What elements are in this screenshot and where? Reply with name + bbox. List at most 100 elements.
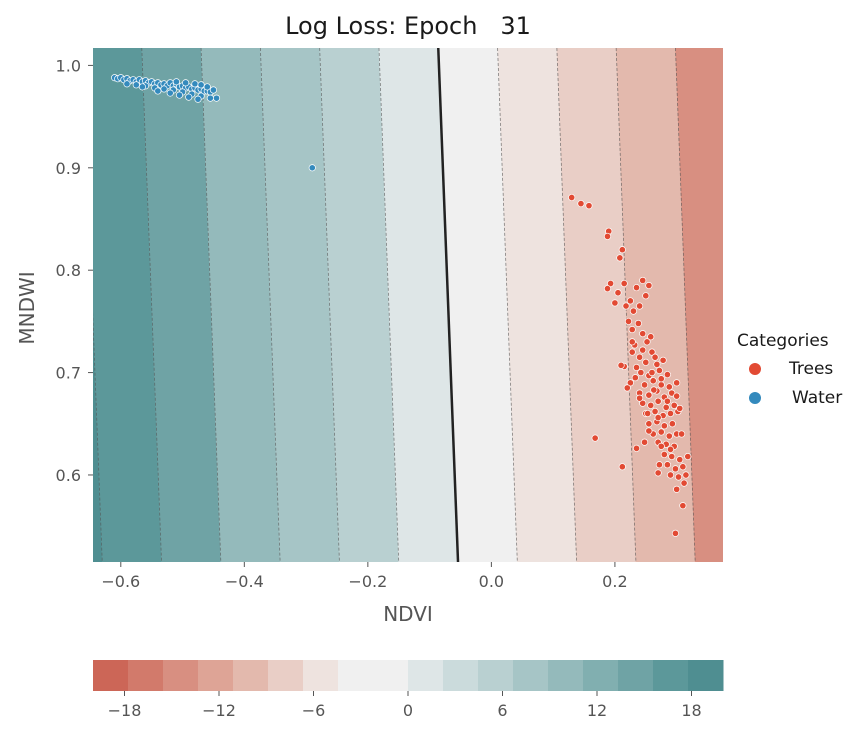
colorbar-segment xyxy=(268,660,304,691)
point-water xyxy=(175,91,184,99)
point-trees xyxy=(653,360,661,368)
x-tick-label: −0.6 xyxy=(101,572,140,591)
point-trees xyxy=(663,371,671,379)
point-trees xyxy=(679,463,687,471)
y-axis: 0.6 0.7 0.8 0.9 1.0 xyxy=(56,56,93,485)
point-trees xyxy=(618,463,626,471)
colorbar-segment xyxy=(583,660,619,691)
point-trees xyxy=(622,302,630,310)
point-trees xyxy=(657,375,665,383)
point-trees xyxy=(654,414,662,422)
contour-band xyxy=(735,48,814,562)
point-water xyxy=(308,164,316,172)
decision-contour-lines xyxy=(93,48,696,562)
x-tick-label: 0.2 xyxy=(602,572,627,591)
colorbar-tick-label: 0 xyxy=(403,701,413,720)
point-trees xyxy=(611,299,619,307)
legend-marker-trees xyxy=(749,363,761,375)
point-trees xyxy=(650,386,658,394)
y-tick-label: 0.9 xyxy=(56,159,81,178)
colorbar-segment xyxy=(443,660,479,691)
point-trees xyxy=(591,434,599,442)
point-trees xyxy=(603,232,612,240)
point-trees xyxy=(651,353,659,361)
point-trees xyxy=(673,392,681,400)
point-water xyxy=(191,80,199,88)
point-trees xyxy=(645,427,653,435)
colorbar-segment xyxy=(408,660,444,691)
point-trees xyxy=(643,338,651,346)
x-tick-label: −0.2 xyxy=(348,572,387,591)
point-trees xyxy=(657,428,665,436)
point-trees xyxy=(632,363,641,372)
point-trees xyxy=(628,326,636,334)
colorbar-segment xyxy=(688,660,724,691)
point-trees xyxy=(624,317,633,325)
point-trees xyxy=(676,456,684,464)
point-trees xyxy=(639,399,647,407)
decision-contour-bands xyxy=(93,48,814,562)
point-trees xyxy=(674,473,683,481)
colorbar-segment xyxy=(93,660,129,691)
point-trees xyxy=(666,409,675,418)
legend: Categories Trees Water xyxy=(737,331,842,408)
point-trees xyxy=(618,246,626,254)
point-trees xyxy=(670,401,678,409)
point-trees xyxy=(647,401,655,409)
point-trees xyxy=(639,330,647,338)
point-trees xyxy=(668,420,676,428)
point-water xyxy=(209,86,217,94)
point-trees xyxy=(659,356,667,364)
x-tick-label: 0.0 xyxy=(479,572,504,591)
contour-line xyxy=(259,48,281,562)
point-trees xyxy=(637,369,645,377)
point-trees xyxy=(660,450,668,459)
point-trees xyxy=(665,432,673,440)
point-water xyxy=(138,83,146,91)
point-trees xyxy=(631,374,639,382)
point-water xyxy=(206,94,214,102)
point-trees xyxy=(671,465,679,473)
decision-boundary-line xyxy=(437,48,460,562)
point-trees xyxy=(607,279,615,288)
point-trees xyxy=(577,200,585,208)
y-tick-label: 1.0 xyxy=(56,56,81,75)
contour-line xyxy=(556,48,578,562)
point-trees xyxy=(666,445,675,453)
point-trees xyxy=(660,422,668,430)
x-axis-label: NDVI xyxy=(383,602,433,626)
contour-line xyxy=(378,48,400,562)
point-trees xyxy=(654,469,662,477)
colorbar-segment xyxy=(373,660,409,691)
point-trees xyxy=(679,502,687,510)
point-trees xyxy=(645,420,653,428)
colorbar-segment xyxy=(198,660,234,691)
colorbar-segment xyxy=(233,660,269,691)
y-tick-label: 0.6 xyxy=(56,466,81,485)
point-trees xyxy=(616,254,624,262)
point-water xyxy=(182,79,190,87)
point-trees xyxy=(654,397,662,405)
point-trees xyxy=(666,471,675,479)
point-trees xyxy=(620,279,628,288)
point-trees xyxy=(641,438,649,446)
point-trees xyxy=(647,333,655,341)
point-trees xyxy=(623,384,631,392)
colorbar-segment xyxy=(128,660,164,691)
point-trees xyxy=(634,319,642,327)
point-trees xyxy=(657,442,665,450)
point-water xyxy=(154,87,162,95)
point-trees xyxy=(628,338,636,346)
colorbar: −18 −12 −6 0 6 12 18 xyxy=(93,660,724,720)
colorbar-segment xyxy=(478,660,514,691)
point-trees xyxy=(628,348,636,356)
point-trees xyxy=(682,471,690,479)
point-trees xyxy=(642,358,650,366)
point-water xyxy=(194,95,202,103)
point-trees xyxy=(629,307,637,315)
colorbar-tick-label: −18 xyxy=(108,701,142,720)
legend-item-trees: Trees xyxy=(749,359,833,379)
colorbar-tick-label: −6 xyxy=(302,701,326,720)
point-water xyxy=(123,80,131,88)
